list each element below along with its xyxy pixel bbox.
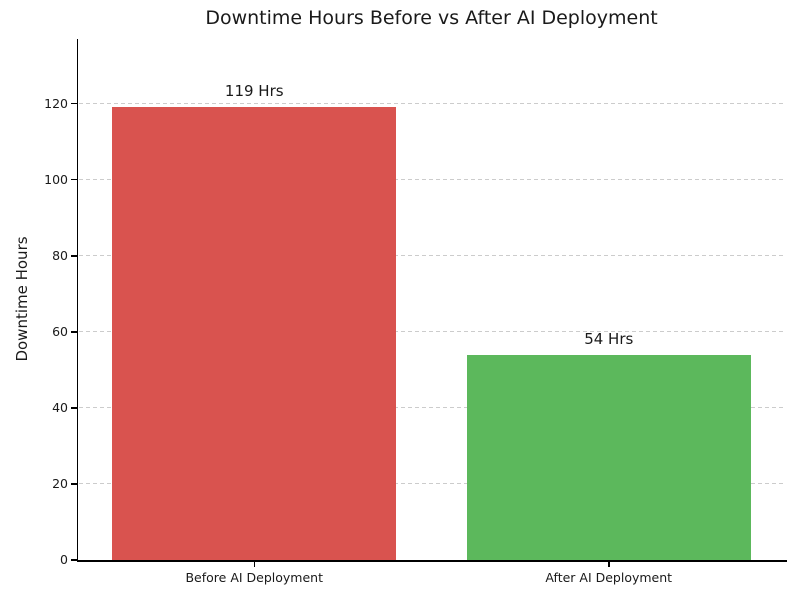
gridline — [79, 179, 786, 181]
gridline — [79, 483, 786, 485]
y-tick-label: 100 — [44, 171, 68, 187]
gridline — [79, 103, 786, 105]
bar-value-label: 119 Hrs — [224, 82, 284, 101]
y-tick-label: 40 — [52, 399, 68, 415]
y-tick-label: 60 — [52, 323, 68, 339]
y-tick-mark — [71, 102, 77, 105]
bar-value-label: 54 Hrs — [584, 329, 634, 348]
plot-area — [77, 39, 787, 562]
gridline — [79, 407, 786, 409]
y-tick-mark — [71, 483, 77, 485]
y-tick-mark — [71, 255, 77, 257]
x-tick-mark — [253, 562, 255, 567]
y-tick-label: 120 — [44, 95, 68, 111]
y-tick-label: 80 — [52, 247, 68, 263]
x-tick-mark — [608, 562, 610, 567]
bar — [466, 354, 751, 560]
y-tick-mark — [71, 407, 77, 409]
y-tick-mark — [71, 559, 77, 561]
y-tick-mark — [71, 331, 77, 333]
y-tick-label: 20 — [52, 475, 68, 491]
y-tick-label: 0 — [60, 552, 68, 567]
x-tick-label: Before AI Deployment — [185, 570, 323, 585]
x-tick-label: After AI Deployment — [545, 570, 673, 585]
gridline — [79, 331, 786, 333]
y-tick-mark — [71, 178, 77, 181]
gridline — [79, 255, 786, 257]
chart-title: Downtime Hours Before vs After AI Deploy… — [205, 7, 658, 29]
bar — [112, 107, 397, 560]
